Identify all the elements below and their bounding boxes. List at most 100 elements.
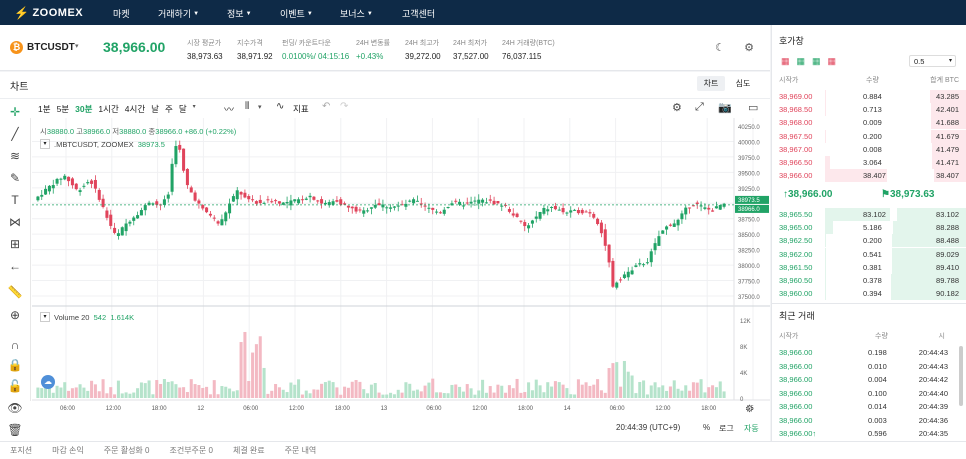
chevron-down-icon[interactable]: ▾ (75, 43, 79, 50)
symbol-selector[interactable]: BTCUSDT (27, 42, 75, 53)
interval-7[interactable]: 달 (178, 104, 187, 114)
indicator-button[interactable]: 지표 (293, 104, 309, 114)
price-chart[interactable]: 40250.0 40000.0 39750.0 39500.0 39250.0 38750… (32, 118, 770, 414)
depth-bar (930, 90, 966, 103)
candle-type-icon[interactable]: ⫴ (245, 101, 250, 112)
nav-item-2[interactable]: 정보 ▼ (227, 7, 252, 20)
chart-type-line-icon[interactable]: 〰 (224, 105, 234, 116)
window-icon[interactable]: ▭ (748, 102, 759, 114)
lock-draw-icon[interactable]: 🔒 (7, 358, 23, 372)
collapse-icon[interactable]: ▾ (40, 139, 50, 149)
eye-icon[interactable]: 👁 (7, 401, 23, 415)
interval-4[interactable]: 4시간 (124, 104, 146, 114)
ruler-icon[interactable]: 📏 (7, 285, 23, 299)
chart-settings-icon[interactable]: ⚙ (672, 102, 682, 114)
tab-depth[interactable]: 심도 (735, 79, 751, 88)
scrollbar[interactable] (959, 346, 963, 406)
size-cell: 0.008 (863, 144, 882, 154)
orderbook-row[interactable]: 38,968.00 0.009 41.688 (772, 116, 966, 130)
orderbook-row[interactable]: 38,962.50 0.200 88.488 (772, 234, 966, 248)
undo-icon[interactable]: ↶ (322, 101, 331, 112)
orderbook-bids-icon[interactable]: ▦ (796, 56, 806, 66)
brush-icon[interactable]: ✎ (9, 171, 21, 185)
interval-5[interactable]: 날 (151, 104, 159, 114)
text-icon[interactable]: T (11, 193, 19, 207)
crosshair-icon[interactable]: ✛ (9, 105, 21, 119)
candle-body (320, 199, 324, 204)
log-toggle[interactable]: 로그 (719, 424, 734, 433)
candle-body (205, 207, 209, 213)
bottom-tab-2[interactable]: 주문 활성화 0 (103, 446, 150, 455)
pattern-icon[interactable]: ⋈ (9, 215, 21, 229)
orderbook-row[interactable]: 38,960.00 0.394 90.182 (772, 287, 966, 301)
trash-icon[interactable]: 🗑 (7, 423, 23, 437)
chevron-down-icon[interactable]: ▾ (192, 104, 196, 110)
bottom-tab-5[interactable]: 주문 내역 (284, 446, 317, 455)
candle-body (638, 263, 642, 265)
magnet-icon[interactable]: ∩ (10, 338, 20, 352)
interval-1[interactable]: 5분 (56, 104, 70, 114)
interval-2[interactable]: 30분 (75, 104, 93, 114)
arrow-left-icon[interactable]: ← (9, 259, 21, 273)
interval-3[interactable]: 1시간 (98, 104, 119, 114)
trades-title: 최근 거래 (779, 311, 815, 321)
orderbook-row[interactable]: 38,965.00 5.186 88.288 (772, 221, 966, 235)
orderbook-asks-icon[interactable]: ▦ (812, 56, 821, 66)
zoom-in-icon[interactable]: ⊕ (9, 308, 21, 322)
auto-toggle[interactable]: 자동 (744, 424, 759, 433)
fib-icon[interactable]: ≋ (9, 149, 21, 163)
nav-item-5[interactable]: 고객센터 (402, 7, 435, 20)
volume-bar (208, 394, 212, 398)
bottom-tab-0[interactable]: 포지션 (10, 446, 33, 455)
fullscreen-icon[interactable]: ⤢ (695, 101, 704, 113)
volume-bar (182, 387, 186, 398)
orderbook-row[interactable]: 38,966.50 3.064 41.471 (772, 156, 966, 169)
redo-icon[interactable]: ↷ (340, 101, 349, 112)
interval-6[interactable]: 주 (164, 104, 173, 114)
zoomex-logo[interactable]: ⚡ ZOOMEX (14, 5, 84, 20)
collapse-icon[interactable]: ▾ (40, 312, 50, 322)
chevron-down-icon[interactable]: ▾ (258, 104, 262, 111)
stat-label: 24H 최저가 (453, 40, 488, 47)
camera-icon[interactable]: 📷 (718, 102, 732, 114)
precision-select[interactable]: 0.5 ▾ (909, 55, 956, 67)
volume-bar (569, 394, 573, 398)
orderbook-row[interactable]: 38,967.50 0.200 41.679 (772, 129, 966, 143)
candle-body (224, 212, 228, 222)
volume-bar (143, 383, 147, 398)
volume-bar (438, 392, 442, 398)
unlock-icon[interactable]: 🔓 (7, 379, 23, 393)
orderbook-row[interactable]: 38,965.50 83.102 83.102 (772, 208, 966, 221)
size-cell: 0.200 (863, 131, 882, 141)
percent-toggle[interactable]: % (703, 423, 711, 432)
bottom-tab-1[interactable]: 마감 손익 (52, 446, 84, 455)
bottom-tab-4[interactable]: 체결 완료 (232, 446, 265, 455)
orderbook-row[interactable]: 38,968.50 0.713 42.401 (772, 103, 966, 117)
candle-body (511, 213, 515, 216)
orderbook-row[interactable]: 38,962.00 0.541 89.029 (772, 247, 966, 261)
settings-gear-icon[interactable]: ⚙ (744, 41, 754, 54)
orderbook-both-icon[interactable]: ▦ (781, 56, 790, 66)
indicator-icon[interactable]: ∿ (276, 101, 285, 112)
tab-chart[interactable]: 차트 (697, 76, 725, 91)
nav-item-3[interactable]: 이벤트 ▼ (280, 7, 313, 20)
orderbook-sell-icon[interactable]: ▦ (827, 56, 837, 66)
orderbook-row[interactable]: 38,961.50 0.381 89.410 (772, 260, 966, 274)
orderbook-row[interactable]: 38,960.50 0.378 89.788 (772, 274, 966, 287)
volume-bar (174, 384, 178, 398)
dark-mode-icon[interactable]: ☾ (715, 41, 725, 54)
volume-bar (323, 382, 327, 398)
orderbook-row[interactable]: 38,967.00 0.008 41.479 (772, 142, 966, 156)
interval-0[interactable]: 1분 (38, 104, 51, 114)
candle-body (722, 203, 726, 207)
nav-item-4[interactable]: 보너스 ▼ (340, 7, 373, 20)
orderbook-row[interactable]: 38,969.00 0.884 43.285 (772, 90, 966, 103)
ticker-stat: 지수가격 38,971.92 (237, 38, 273, 61)
nav-item-0[interactable]: 마켓 (113, 7, 130, 20)
volume-bar (672, 380, 676, 398)
bottom-tab-3[interactable]: 조건부주문 0 (169, 446, 213, 455)
measure-icon[interactable]: ⊞ (9, 237, 21, 251)
trend-line-icon[interactable]: ╱ (11, 127, 19, 141)
nav-item-1[interactable]: 거래하기 ▼ (158, 7, 199, 20)
orderbook-row[interactable]: 38,966.00 38.407 38.407 (772, 169, 966, 183)
